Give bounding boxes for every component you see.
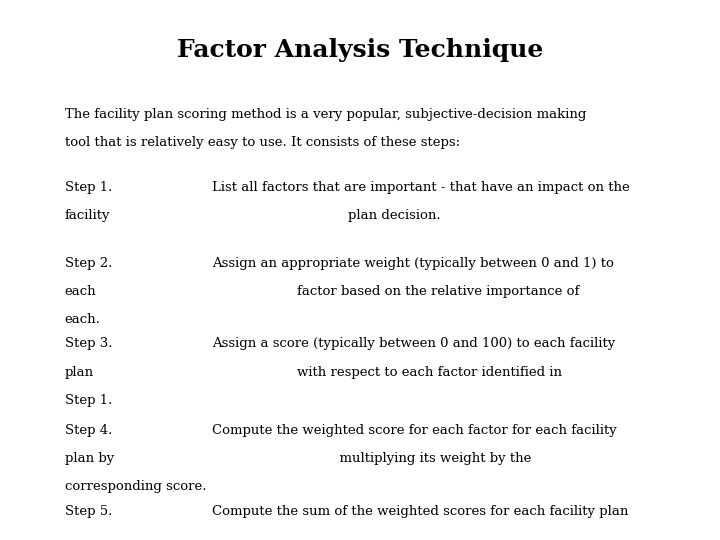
Text: Compute the sum of the weighted scores for each facility plan: Compute the sum of the weighted scores f… <box>212 505 629 518</box>
Text: each: each <box>65 285 96 298</box>
Text: Step 2.: Step 2. <box>65 256 112 269</box>
Text: Step 1.: Step 1. <box>65 394 112 407</box>
Text: Factor Analysis Technique: Factor Analysis Technique <box>177 38 543 62</box>
Text: Assign an appropriate weight (typically between 0 and 1) to: Assign an appropriate weight (typically … <box>212 256 614 269</box>
Text: Compute the weighted score for each factor for each facility: Compute the weighted score for each fact… <box>212 424 617 437</box>
Text: factor based on the relative importance of: factor based on the relative importance … <box>212 285 580 298</box>
Text: plan by: plan by <box>65 452 114 465</box>
Text: Assign a score (typically between 0 and 100) to each facility: Assign a score (typically between 0 and … <box>212 338 616 350</box>
Text: List all factors that are important - that have an impact on the: List all factors that are important - th… <box>212 181 630 194</box>
Text: Step 5.: Step 5. <box>65 505 112 518</box>
Text: Step 3.: Step 3. <box>65 338 112 350</box>
Text: Step 1.: Step 1. <box>65 181 112 194</box>
Text: The facility plan scoring method is a very popular, subjective-decision making: The facility plan scoring method is a ve… <box>65 108 586 121</box>
Text: multiplying its weight by the: multiplying its weight by the <box>212 452 532 465</box>
Text: plan decision.: plan decision. <box>212 209 441 222</box>
Text: facility: facility <box>65 209 110 222</box>
Text: each.: each. <box>65 313 101 326</box>
Text: corresponding score.: corresponding score. <box>65 480 207 493</box>
Text: plan: plan <box>65 366 94 379</box>
Text: with respect to each factor identified in: with respect to each factor identified i… <box>212 366 562 379</box>
Text: Step 4.: Step 4. <box>65 424 112 437</box>
Text: tool that is relatively easy to use. It consists of these steps:: tool that is relatively easy to use. It … <box>65 136 460 149</box>
